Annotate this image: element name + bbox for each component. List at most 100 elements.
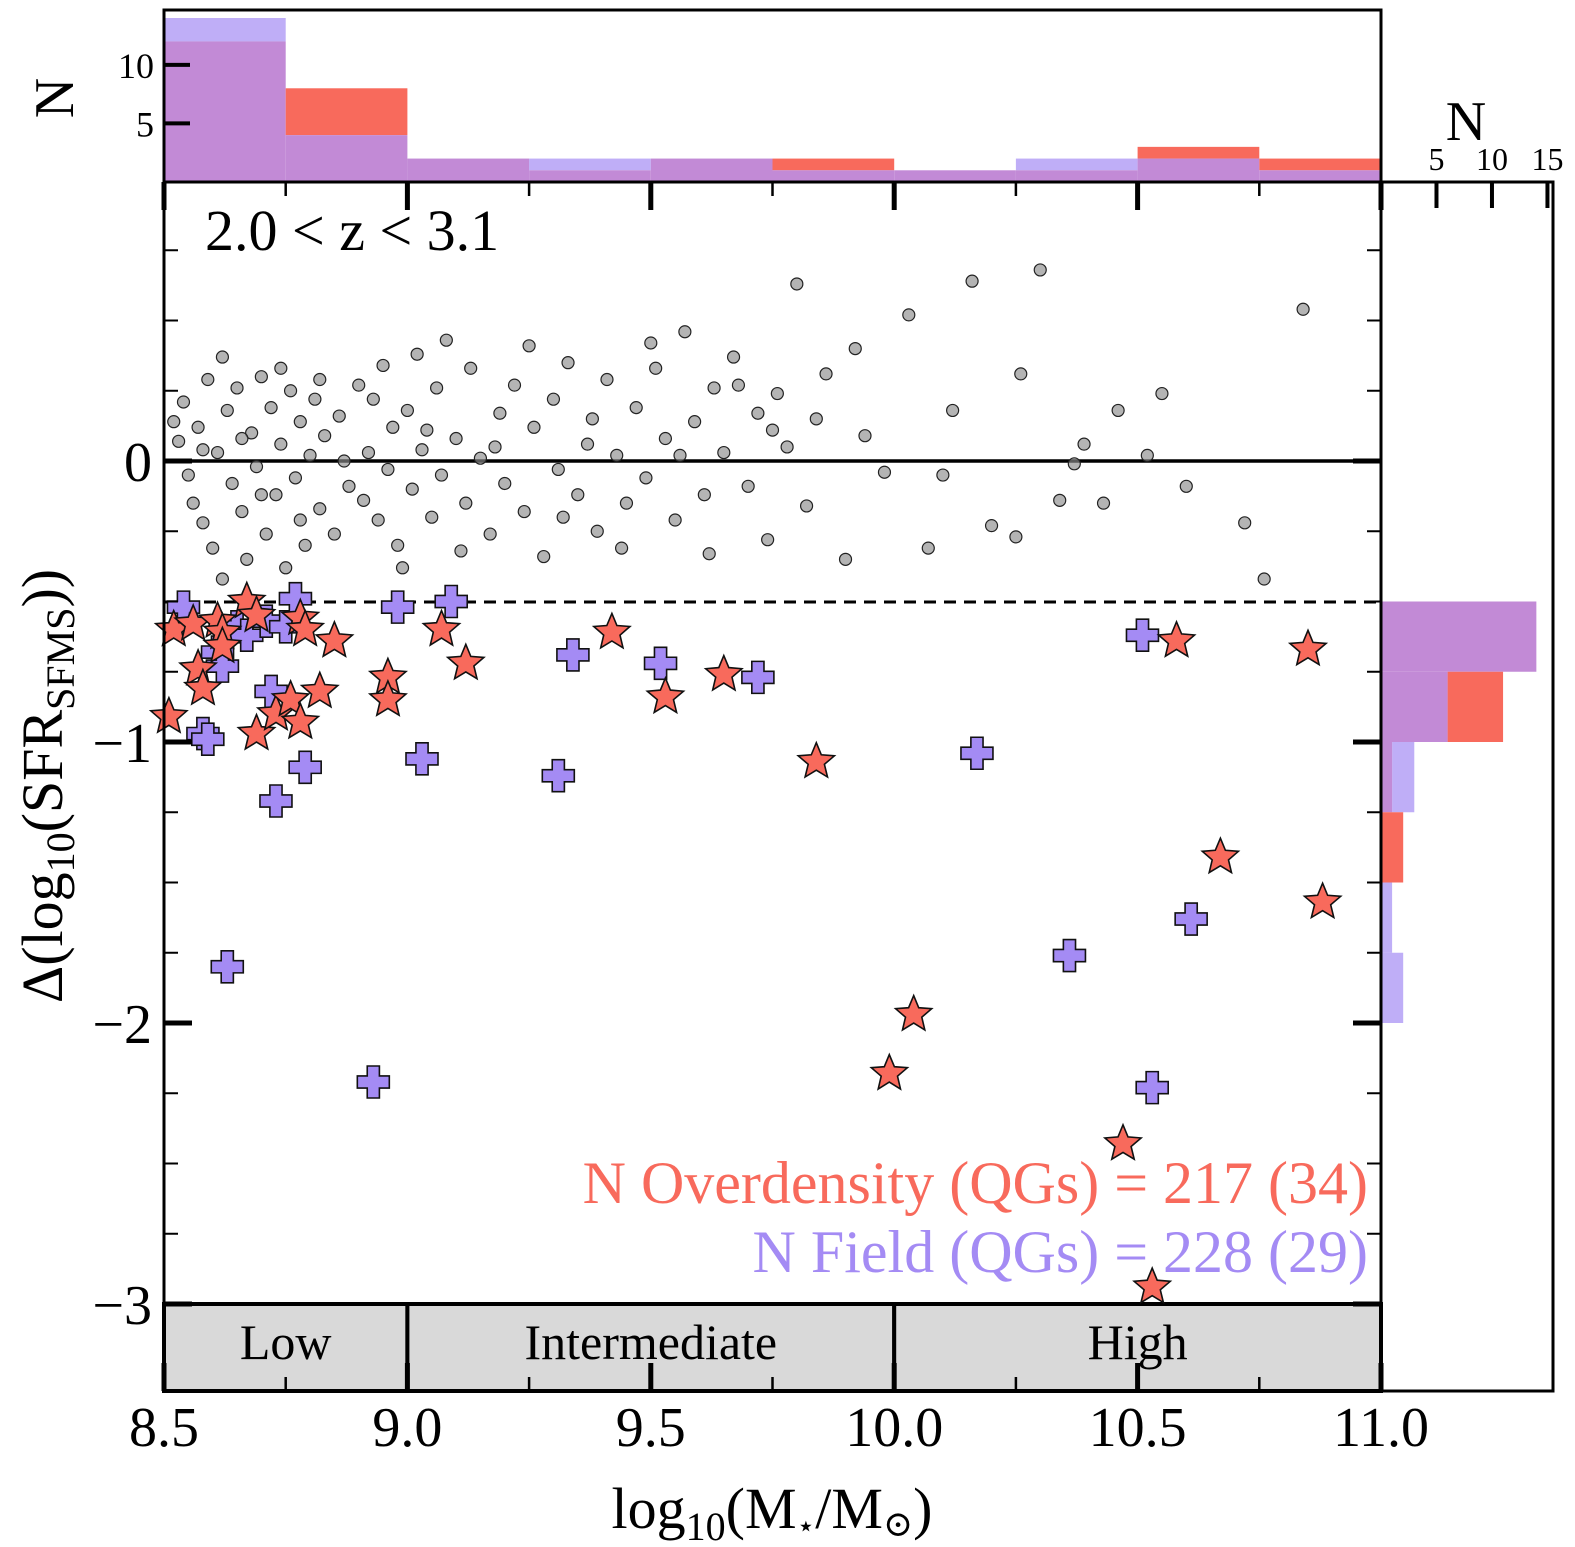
right-histogram-bar-overlap bbox=[1381, 742, 1393, 813]
background-galaxy-point bbox=[196, 443, 210, 457]
background-galaxy-point bbox=[172, 434, 186, 448]
background-galaxy-point bbox=[580, 437, 595, 451]
background-galaxy-point bbox=[1014, 367, 1028, 381]
right-histogram: 5 10 15 bbox=[1381, 141, 1563, 1023]
top-histogram-bar bbox=[529, 158, 651, 171]
background-galaxy-point bbox=[342, 479, 356, 493]
field-galaxy-marker bbox=[380, 590, 415, 624]
background-galaxy-point bbox=[1077, 437, 1091, 451]
background-galaxy-point bbox=[556, 510, 570, 524]
background-galaxy-point bbox=[1155, 386, 1169, 401]
background-galaxy-point bbox=[303, 448, 317, 462]
right-histogram-bar bbox=[1381, 882, 1393, 953]
field-galaxy-marker bbox=[434, 584, 469, 619]
top-histogram-bar-overlap bbox=[894, 170, 1016, 182]
background-galaxy-point bbox=[313, 372, 327, 387]
top-histogram-bar bbox=[772, 158, 895, 171]
background-galaxy-point bbox=[391, 538, 405, 552]
background-galaxy-point bbox=[313, 502, 327, 516]
background-galaxy-point bbox=[1033, 263, 1047, 277]
overdensity-galaxy-marker bbox=[299, 670, 340, 709]
background-galaxy-point bbox=[717, 445, 731, 460]
background-galaxy-point bbox=[405, 482, 419, 496]
top-histogram-bar-overlap bbox=[407, 158, 530, 182]
background-galaxy-point bbox=[610, 448, 624, 462]
right-histogram-xtick-label: 5 bbox=[1428, 141, 1444, 177]
top-histogram-bar-overlap bbox=[164, 41, 286, 182]
background-galaxy-point bbox=[176, 395, 191, 409]
background-galaxy-point bbox=[220, 403, 234, 418]
top-histogram-ytick-label: 5 bbox=[136, 104, 154, 144]
y-tick-label: 0 bbox=[124, 432, 152, 494]
background-galaxy-point bbox=[386, 420, 400, 434]
background-galaxy-point bbox=[230, 381, 244, 395]
right-histogram-bar bbox=[1381, 812, 1404, 883]
background-galaxy-point bbox=[249, 460, 264, 474]
background-galaxy-point bbox=[215, 350, 230, 364]
main-panel-frame bbox=[162, 180, 1383, 1393]
field-galaxy-marker bbox=[259, 784, 293, 818]
background-galaxy-point bbox=[376, 358, 390, 373]
background-galaxy-point bbox=[600, 372, 614, 387]
x-axis-label: log10(M⋆/M⊙) bbox=[612, 1476, 933, 1547]
background-galaxy-point bbox=[293, 415, 307, 429]
overdensity-galaxy-marker bbox=[703, 653, 744, 692]
background-galaxy-point bbox=[254, 488, 268, 502]
top-histogram-bar bbox=[164, 18, 286, 42]
background-galaxy-point bbox=[858, 429, 872, 443]
overdensity-galaxy-marker bbox=[1200, 836, 1241, 875]
background-galaxy-point bbox=[264, 401, 278, 415]
background-galaxy-point bbox=[459, 496, 473, 510]
overdensity-galaxy-marker bbox=[367, 678, 408, 717]
background-galaxy-point bbox=[415, 443, 429, 457]
right-histogram-bar-overlap bbox=[1381, 671, 1448, 742]
background-galaxy-point bbox=[799, 499, 814, 513]
background-galaxy-point bbox=[245, 426, 259, 440]
background-galaxy-point bbox=[337, 454, 351, 468]
background-galaxy-point bbox=[410, 347, 424, 361]
background-galaxy-point bbox=[254, 370, 268, 384]
field-galaxy-marker bbox=[288, 750, 322, 785]
overdensity-galaxy-marker bbox=[1156, 619, 1197, 658]
background-galaxy-point bbox=[590, 524, 604, 538]
background-galaxy-point bbox=[688, 415, 702, 429]
background-galaxy-point bbox=[537, 549, 551, 564]
background-galaxy-point bbox=[493, 406, 507, 420]
background-galaxy-point bbox=[318, 429, 332, 443]
right-histogram-bar-overlap bbox=[1381, 601, 1537, 672]
background-galaxy-point bbox=[225, 476, 239, 491]
background-galaxy-point bbox=[522, 339, 536, 353]
overdensity-galaxy-marker bbox=[1132, 1266, 1173, 1305]
top-histogram-bar-overlap bbox=[650, 158, 773, 182]
right-histogram-bar bbox=[1392, 742, 1415, 813]
top-histogram-ytick-label: 10 bbox=[118, 46, 154, 86]
main-scatter-panel: Low Intermediate High 8.5 9.0 9.5 10.0 10.5 11.… bbox=[92, 182, 1429, 1459]
background-galaxy-point bbox=[167, 415, 181, 429]
background-galaxy-point bbox=[298, 538, 312, 552]
background-galaxy-point bbox=[454, 544, 468, 558]
background-galaxy-point bbox=[274, 361, 288, 375]
background-galaxy-point bbox=[673, 448, 687, 462]
overdensity-galaxy-marker bbox=[236, 594, 277, 633]
background-galaxy-point bbox=[1179, 479, 1193, 493]
top-histogram-bar-overlap bbox=[772, 170, 895, 182]
background-galaxy-point bbox=[902, 308, 916, 322]
background-galaxy-point bbox=[269, 488, 283, 502]
overdensity-galaxy-marker bbox=[285, 608, 326, 647]
background-galaxy-point bbox=[877, 465, 892, 479]
right-histogram-bar bbox=[1381, 952, 1404, 1023]
background-galaxy-point bbox=[381, 462, 395, 477]
right-histogram-xtick-label: 10 bbox=[1476, 141, 1508, 177]
x-tick-label: 9.0 bbox=[372, 1397, 442, 1459]
top-histogram-bar bbox=[1015, 158, 1138, 171]
background-galaxy-point bbox=[921, 541, 935, 555]
overdensity-galaxy-marker bbox=[178, 647, 219, 686]
background-galaxy-point bbox=[210, 445, 225, 460]
background-galaxy-point bbox=[332, 409, 346, 423]
background-galaxy-point bbox=[649, 361, 663, 375]
field-galaxy-marker bbox=[741, 660, 775, 695]
field-galaxy-marker bbox=[960, 736, 994, 771]
background-galaxy-point bbox=[274, 437, 288, 451]
field-galaxy-marker bbox=[1174, 902, 1208, 936]
